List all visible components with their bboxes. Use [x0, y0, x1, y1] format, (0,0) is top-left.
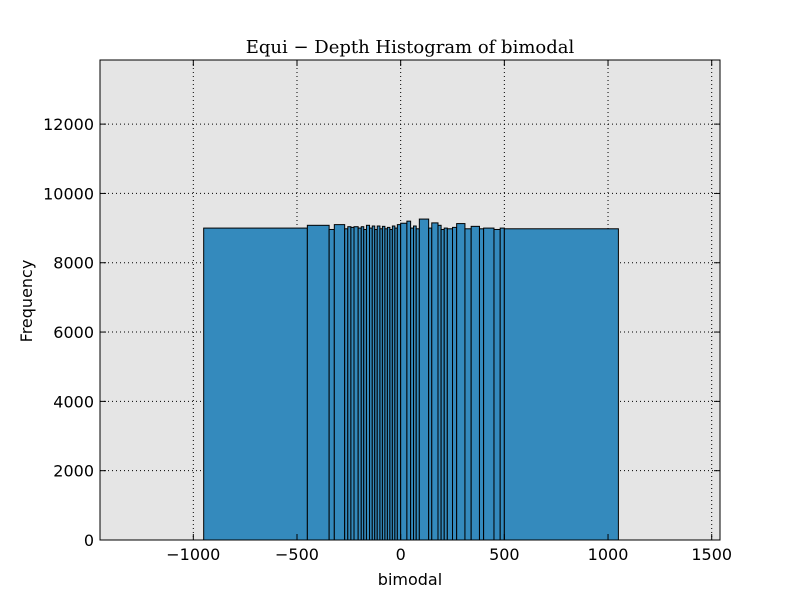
histogram-bar: [464, 228, 472, 541]
histogram-bar: [328, 228, 335, 541]
histogram-bar: [493, 228, 501, 541]
histogram-bar: [456, 223, 466, 541]
y-tick-label: 0: [84, 531, 94, 550]
plot-frame: [99, 59, 721, 541]
x-tick-label: −500: [275, 545, 319, 564]
histogram-bar: [499, 227, 505, 541]
histogram-bar: [431, 222, 439, 541]
y-axis-label: Frequency: [17, 260, 36, 343]
histogram-bars: [203, 218, 619, 541]
histogram-bar: [353, 226, 359, 541]
axis-ticks: −1000 −500 0 500 1000 1500 0 2000 4000 6000 8000 10…: [43, 60, 732, 564]
x-axis-label: bimodal: [378, 570, 442, 589]
y-tick-label: 2000: [53, 462, 94, 481]
y-tick-label: 8000: [53, 254, 94, 273]
histogram-bar: [483, 227, 495, 541]
histogram-bar: [503, 228, 619, 541]
y-tick-label: 6000: [53, 323, 94, 342]
histogram-bar: [470, 225, 480, 541]
histogram-bar: [406, 220, 412, 541]
y-tick-label: 4000: [53, 392, 94, 411]
histogram-bar: [333, 224, 346, 541]
histogram-bar: [306, 224, 330, 541]
histogram-bar: [478, 228, 485, 541]
x-tick-label: 500: [489, 545, 520, 564]
histogram-bar: [400, 222, 408, 541]
x-tick-label: 1500: [691, 545, 732, 564]
x-tick-label: −1000: [166, 545, 220, 564]
histogram-bar: [418, 218, 430, 541]
chart-title: Equi − Depth Histogram of bimodal: [246, 37, 575, 58]
histogram-bar: [446, 228, 454, 541]
y-tick-label: 12000: [43, 115, 94, 134]
histogram-bar: [203, 227, 308, 541]
histogram-bar: [452, 226, 458, 541]
x-tick-label: 1000: [588, 545, 629, 564]
x-tick-label: 0: [396, 545, 406, 564]
y-tick-label: 10000: [43, 184, 94, 203]
